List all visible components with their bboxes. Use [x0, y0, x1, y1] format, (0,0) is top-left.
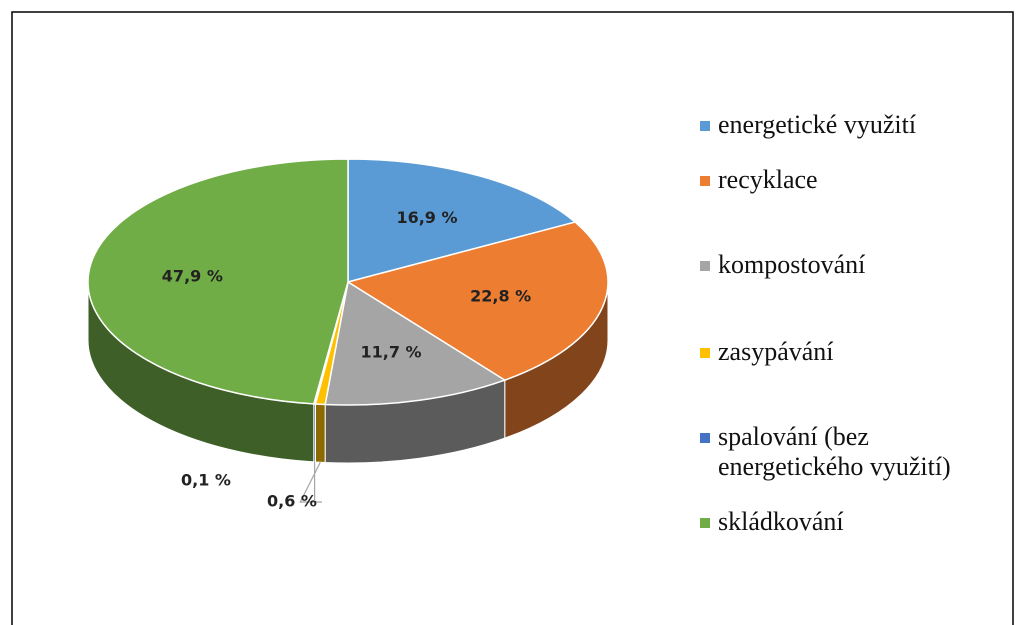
legend-item: energetické využití	[700, 110, 1010, 140]
legend-item: zasypávání	[700, 337, 1010, 367]
leader-line	[299, 462, 322, 503]
legend-swatch	[700, 121, 710, 131]
legend-label: zasypávání	[718, 337, 834, 366]
legend-swatch	[700, 433, 710, 443]
slice	[347, 158, 577, 283]
data-label: 22,8 %	[470, 287, 531, 306]
data-label: 0,1 %	[181, 471, 231, 490]
legend-label: spalování (bez energetického využití)	[718, 422, 951, 481]
slice	[87, 158, 349, 405]
legend-swatch	[700, 518, 710, 528]
legend-swatch	[700, 176, 710, 186]
legend-label: kompostování	[718, 250, 866, 279]
legend-swatch	[700, 261, 710, 271]
legend-item: kompostování	[700, 250, 1010, 280]
data-label: 0,6 %	[267, 492, 317, 511]
legend-item: recyklace	[700, 165, 1010, 195]
legend-label: skládkování	[718, 507, 844, 536]
slice-side	[314, 403, 326, 464]
legend-label: recyklace	[718, 165, 818, 194]
legend-label: energetické využití	[718, 110, 917, 139]
frame	[11, 11, 1014, 625]
legend-swatch	[700, 348, 710, 358]
data-label: 16,9 %	[396, 208, 457, 227]
data-label: 11,7 %	[361, 342, 422, 361]
slice	[346, 221, 609, 381]
legend-item: spalování (bez energetického využití)	[700, 422, 1010, 482]
data-label: 47,9 %	[162, 267, 223, 286]
slice	[324, 280, 507, 406]
legend-item: skládkování	[700, 507, 1010, 537]
